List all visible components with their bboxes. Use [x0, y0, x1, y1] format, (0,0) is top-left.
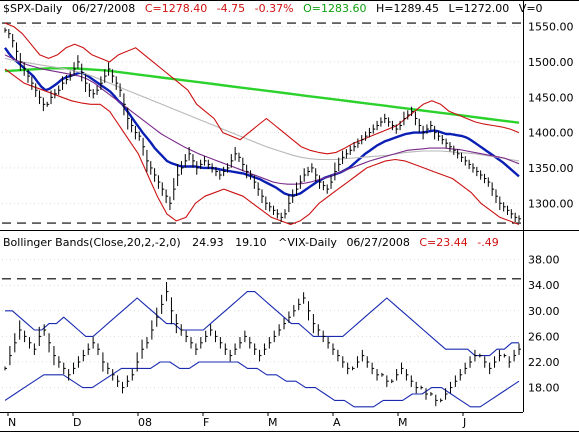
bollinger-upper-value: 24.93: [192, 236, 224, 249]
vix-symbol: ^VIX-Daily: [278, 236, 337, 249]
x-tick-label-5: A: [333, 416, 341, 429]
spx-open: O=1283.60: [303, 2, 366, 15]
spx-series-1: [4, 47, 520, 197]
spx-y-tick-4: 1350.00: [528, 162, 574, 175]
spx-y-tick-0: 1550.00: [528, 21, 574, 34]
x-tick-label-4: M: [268, 416, 278, 429]
spx-change-pct: -0.37%: [255, 2, 294, 15]
spx-series-6: [4, 68, 520, 226]
spx-close: C=1278.40: [145, 2, 207, 15]
vix-y-tick-3: 26.00: [528, 330, 560, 343]
vix-series-2: [4, 361, 520, 408]
spx-y-tick-1: 1500.00: [528, 56, 574, 69]
vix-y-tick-5: 18.00: [528, 382, 560, 395]
bollinger-study-label: Bollinger Bands(Close,20,2,-2,0): [3, 236, 181, 249]
spx-change: -4.75: [217, 2, 245, 15]
vix-date: 06/27/2008: [346, 236, 409, 249]
vix-series-1: [5, 291, 519, 357]
grid-lines: [2, 22, 522, 389]
spx-date: 06/27/2008: [72, 2, 135, 15]
x-tick-label-1: D: [73, 416, 81, 429]
vix-y-tick-2: 30.00: [528, 305, 560, 318]
x-tick-label-6: M: [398, 416, 408, 429]
vix-header: Bollinger Bands(Close,20,2,-2,0) 24.93 1…: [3, 236, 499, 249]
series-lines: [4, 22, 520, 408]
y-axis-tick-labels: 1550.00 1500.00 1450.00 1400.00 1350.00 1300.…: [528, 21, 574, 395]
vix-y-tick-1: 34.00: [528, 279, 560, 292]
x-tick-label-3: F: [203, 416, 209, 429]
spx-y-tick-5: 1300.00: [528, 197, 574, 210]
bollinger-lower-value: 19.10: [235, 236, 267, 249]
vix-y-tick-0: 38.00: [528, 254, 560, 267]
spx-high: H=1289.45: [376, 2, 439, 15]
spx-series-5: [4, 22, 520, 155]
spx-series-2: [4, 67, 520, 124]
x-tick-label-7: J: [462, 416, 466, 429]
vix-change: -.49: [477, 236, 498, 249]
vix-close: C=23.44: [419, 236, 467, 249]
x-tick-label-2: 08: [138, 416, 152, 429]
x-tick-label-0: N: [8, 416, 16, 429]
spx-symbol: $SPX-Daily: [3, 2, 63, 15]
price-bars: [4, 27, 521, 407]
spx-series-3: [4, 57, 520, 162]
x-axis: N D 08 F M A M J: [0, 412, 523, 429]
spx-low: L=1272.00: [448, 2, 509, 15]
vix-y-tick-4: 22.00: [528, 356, 560, 369]
spx-y-tick-2: 1450.00: [528, 91, 574, 104]
spx-series-4: [4, 54, 520, 185]
spx-volume: V=0: [519, 2, 543, 15]
spx-header: $SPX-Daily 06/27/2008 C=1278.40 -4.75 -0…: [3, 2, 543, 15]
spx-y-tick-3: 1400.00: [528, 127, 574, 140]
